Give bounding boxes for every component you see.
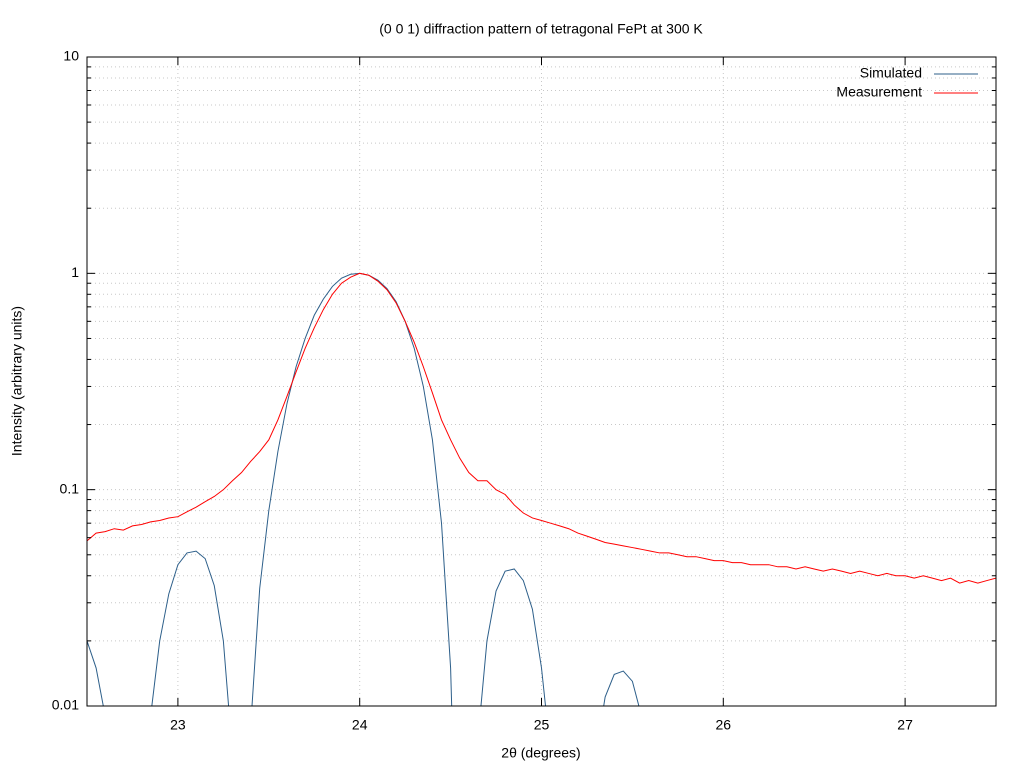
y-tick-label: 1	[71, 264, 79, 280]
y-tick-label: 0.01	[52, 697, 79, 713]
x-tick-label: 27	[897, 717, 913, 733]
plot-area	[87, 272, 996, 706]
chart-title: (0 0 1) diffraction pattern of tetragona…	[379, 21, 703, 37]
y-tick-label: 0.1	[60, 480, 80, 496]
x-tick-label: 25	[534, 717, 550, 733]
x-tick-label: 24	[352, 717, 368, 733]
legend-label: Simulated	[860, 65, 922, 81]
x-tick-label: 26	[716, 717, 732, 733]
y-axis-label: Intensity (arbitrary units)	[9, 306, 25, 456]
data-line	[87, 272, 640, 706]
grid	[87, 56, 996, 707]
x-axis-label: 2θ (degrees)	[501, 745, 580, 761]
data-line	[87, 272, 996, 584]
x-tick-label: 23	[170, 717, 186, 733]
y-tick-label: 10	[63, 48, 79, 64]
legend-label: Measurement	[836, 84, 922, 100]
